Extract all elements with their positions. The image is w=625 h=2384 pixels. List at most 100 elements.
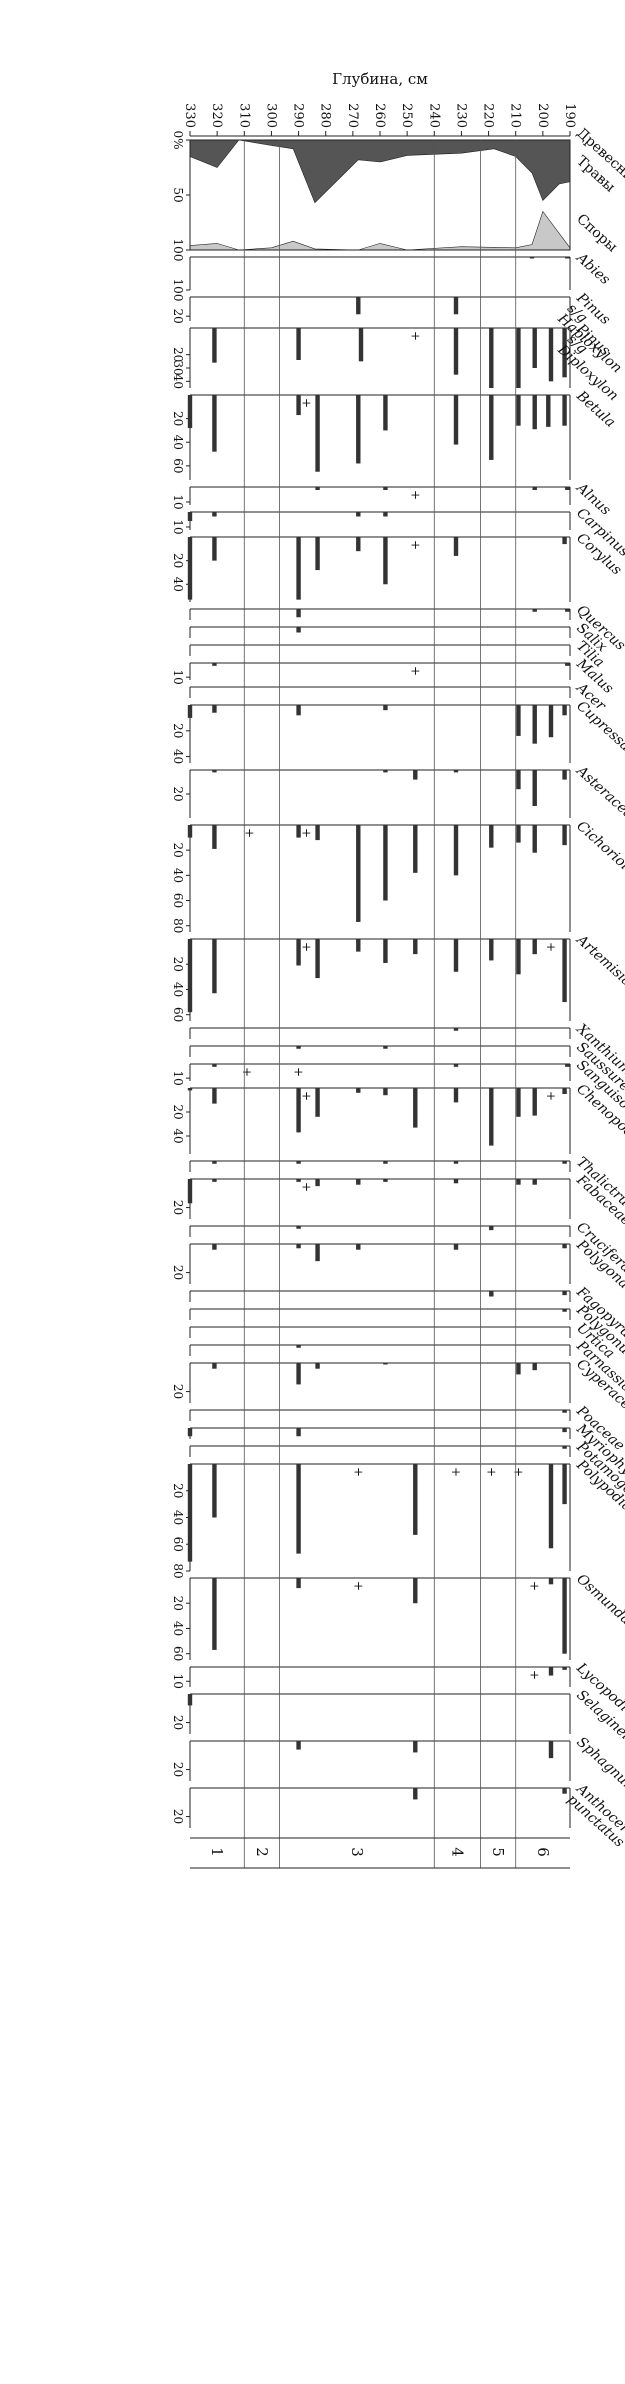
depth-tick-label: 270: [345, 103, 360, 128]
trace-marker: +: [300, 1091, 314, 1101]
bar: [212, 1179, 217, 1182]
bar: [453, 1064, 459, 1067]
bar: [516, 1179, 521, 1185]
bar: [315, 1088, 320, 1117]
bar: [383, 770, 388, 773]
taxon-label: Cichorioideae: [573, 818, 625, 896]
taxon-tick-label: 40: [171, 749, 185, 764]
taxon-panel-tilia: Tilia: [189, 638, 607, 671]
bar: [187, 512, 193, 521]
taxon-panel-pinus-s-g-haploxylon: 20 Pinuss/gHaploxylon: [171, 289, 625, 376]
bar: [516, 705, 521, 736]
bar: [315, 1179, 320, 1187]
taxon-tick-label: 20: [171, 723, 185, 738]
trace-marker: +: [528, 1670, 542, 1680]
bar: [532, 1088, 537, 1116]
bar: [187, 1464, 193, 1562]
taxon-tick-label: 20: [171, 1384, 185, 1399]
bar: [358, 328, 364, 362]
bar: [212, 1161, 217, 1164]
taxon-tick-label: 20: [171, 786, 185, 801]
taxon-panel-salix: Salix: [189, 620, 610, 655]
taxon-tick-label: 20: [171, 957, 185, 972]
bar: [516, 328, 521, 388]
bar: [453, 770, 459, 773]
trace-marker: +: [300, 398, 314, 408]
bar: [562, 395, 567, 426]
bar: [546, 395, 551, 427]
bar: [562, 770, 567, 780]
bar: [562, 1088, 567, 1094]
trace-marker: +: [240, 1067, 254, 1077]
taxon-tick-label: 40: [171, 1621, 185, 1636]
depth-tick-label: 220: [481, 103, 496, 128]
bar: [296, 537, 301, 600]
bar: [315, 825, 320, 841]
bar: [565, 1064, 570, 1067]
bar: [296, 1363, 301, 1385]
bar: [383, 1088, 388, 1096]
depth-tick-label: 280: [318, 103, 333, 128]
bar: [383, 939, 388, 963]
trace-marker: +: [351, 1467, 365, 1477]
bar: [562, 1428, 567, 1433]
taxon-panel-urtica: Urtica: [189, 1320, 617, 1362]
zone-label: 1: [208, 1847, 226, 1857]
bar: [187, 705, 193, 718]
depth-tick-label: 320: [209, 103, 224, 128]
bar: [532, 939, 537, 955]
bar: [562, 328, 567, 378]
bar: [516, 395, 521, 426]
bar: [296, 1428, 301, 1437]
bar: [413, 825, 418, 873]
zone-label: 6: [534, 1847, 552, 1857]
trace-marker: +: [511, 1467, 525, 1477]
taxon-tick-label: 60: [171, 1537, 185, 1552]
taxon-tick-label: 20: [171, 411, 185, 426]
taxon-panel-quercus: Quercus: [189, 602, 625, 654]
bar: [212, 1064, 217, 1067]
bar: [383, 487, 388, 490]
taxon-panel-carpinus: 10 Carpinus: [171, 505, 625, 560]
taxon-panel-malus: 10 + Malus: [171, 655, 616, 697]
taxon-panel-cichorioideae: 20 40 60 80 + + Cichorioideae: [171, 818, 625, 933]
trees-area: [189, 139, 571, 204]
bar: [516, 1363, 521, 1375]
taxon-label: Anthocerospunctatus: [562, 1780, 625, 1858]
bar: [453, 537, 459, 556]
bar: [296, 1161, 301, 1164]
taxon-tick-label: 20: [171, 1596, 185, 1611]
bar: [562, 1578, 567, 1654]
taxon-tick-label: 20: [171, 309, 185, 324]
bar: [562, 537, 567, 545]
taxon-panel-asteraceae: 20 Asteraceae: [171, 762, 625, 828]
bar: [296, 1179, 301, 1182]
bar: [562, 1161, 567, 1164]
bar: [453, 1028, 459, 1031]
trace-marker: +: [408, 331, 422, 341]
bar: [383, 1179, 388, 1182]
bar: [356, 395, 361, 464]
bar: [516, 939, 521, 975]
zone-label: 5: [489, 1847, 507, 1857]
bar: [548, 1464, 554, 1549]
trace-marker: +: [408, 540, 422, 550]
bar: [296, 939, 301, 966]
depth-tick-label: 260: [372, 103, 387, 128]
bar: [562, 1464, 567, 1505]
depth-tick-label: 230: [453, 103, 468, 128]
bar: [529, 257, 535, 259]
bar: [453, 939, 459, 972]
summary-tick-label: 50: [171, 187, 185, 202]
zone-label: 2: [253, 1847, 271, 1857]
taxon-label: Abies: [572, 249, 613, 288]
bar: [532, 609, 537, 612]
taxon-tick-label: 100: [171, 279, 185, 302]
bar: [356, 512, 361, 517]
bar: [532, 1179, 537, 1185]
bar: [453, 297, 459, 315]
bar: [453, 1244, 459, 1250]
